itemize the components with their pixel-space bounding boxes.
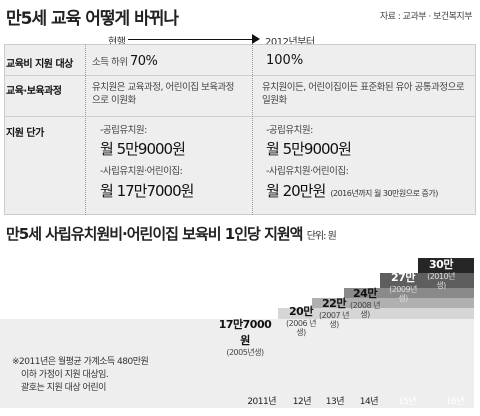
footnote: ※2011년은 월평균 가계소득 480만원 이하 가정이 지원 대상임. 괄호… [12, 356, 149, 395]
footnote-line: 이하 가정이 지원 대상임. [21, 370, 109, 381]
arrow-line [128, 39, 256, 40]
headline: 만5세 교육 어떻게 바뀌나 [6, 9, 179, 29]
chart-unit: 단위: 원 [306, 231, 337, 242]
cohort-label: (2008 년생) [350, 301, 380, 320]
x-tick-label: 12년 [292, 397, 312, 407]
x-tick-label: 13년 [325, 397, 345, 407]
cohort-label: (2007 년생) [319, 311, 349, 330]
future-target: 100% [266, 53, 304, 68]
chart-title: 만5세 사립유치원비·어린이집 보육비 1인당 지원액 단위: 원 [6, 223, 337, 244]
cohort-label: (2010년생) [427, 272, 455, 291]
footnote-line: 괄호는 지원 대상 어린이 [21, 383, 106, 394]
x-tick-label: 16년 [445, 397, 465, 407]
future-public-amount: 월 5만9000원 [266, 140, 352, 158]
row-divider [4, 75, 476, 76]
bar-2011년 [0, 319, 474, 408]
future-private-row: 월 20만원 (2016년까지 월 30만원으로 증가) [266, 180, 438, 201]
footnote-line: ※2011년은 월평균 가계소득 480만원 [12, 357, 149, 367]
current-curriculum: 유치원은 교육과정, 어린이집 보육과정으로 이원화 [92, 82, 234, 107]
current-public-label: -공립유치원: [100, 125, 147, 136]
future-public-label: -공립유치원: [266, 125, 313, 136]
x-tick-label: 15년 [397, 397, 417, 407]
bar-label-16년: 30만 (2010년생) [423, 256, 459, 290]
future-column-label: 2012년부터 [265, 37, 315, 48]
column-divider [85, 44, 86, 215]
bar-label-13년: 22만 (2007 년생) [316, 295, 352, 329]
current-target-text: 소득 하위 [92, 57, 128, 68]
row-divider [4, 116, 476, 117]
cohort-label: (2009년생) [389, 285, 417, 304]
future-curriculum: 유치원이든, 어린이집이든 표준화된 유아 공통과정으로 일원화 [262, 82, 465, 107]
future-private-note: (2016년까지 월 30만원으로 증가) [330, 189, 438, 198]
value-label: 20만 [289, 305, 313, 318]
row-label-unit-cost: 지원 단가 [6, 128, 44, 139]
comparison-table [4, 44, 476, 215]
support-amount-chart: 17만7000원 (2005년생) 20만 (2006 년생) 22만 (2007 년생)… [0, 248, 480, 416]
current-target: 소득 하위 70% [92, 53, 158, 71]
x-tick-label: 14년 [359, 397, 379, 407]
column-divider [252, 44, 253, 215]
cohort-label: (2006 년생) [286, 319, 316, 338]
value-label: 30만 [429, 258, 453, 271]
bar-label-2011년: 17만7000원 (2005년생) [215, 316, 275, 357]
value-label: 24만 [353, 287, 377, 300]
current-private-label: -사립유치원·어린이집: [100, 166, 183, 177]
value-label: 17만7000원 [218, 318, 272, 347]
chart-title-text: 만5세 사립유치원비·어린이집 보육비 1인당 지원액 [6, 225, 303, 243]
value-label: 27만 [391, 271, 415, 284]
current-column-label: 현행 [108, 37, 126, 48]
future-private-label: -사립유치원·어린이집: [266, 166, 349, 177]
current-private-amount: 월 17만7000원 [100, 182, 194, 200]
bar-label-14년: 24만 (2008 년생) [347, 285, 383, 319]
value-label: 22만 [322, 297, 346, 310]
x-tick-label: 2011년 [247, 397, 276, 407]
row-label-curriculum: 교육·보육과정 [6, 86, 62, 97]
current-public-amount: 월 5만9000원 [100, 140, 186, 158]
source-credit: 자료 : 교과부 · 보건복지부 [379, 12, 473, 22]
bar-label-15년: 27만 (2009년생) [385, 269, 421, 303]
current-target-pct: 70% [130, 54, 158, 69]
cohort-label: (2005년생) [226, 348, 264, 357]
arrow-right-icon [252, 34, 260, 44]
row-label-target: 교육비 지원 대상 [6, 59, 73, 70]
future-private-amount: 월 20만원 [266, 182, 326, 200]
bar-label-12년: 20만 (2006 년생) [283, 303, 319, 337]
